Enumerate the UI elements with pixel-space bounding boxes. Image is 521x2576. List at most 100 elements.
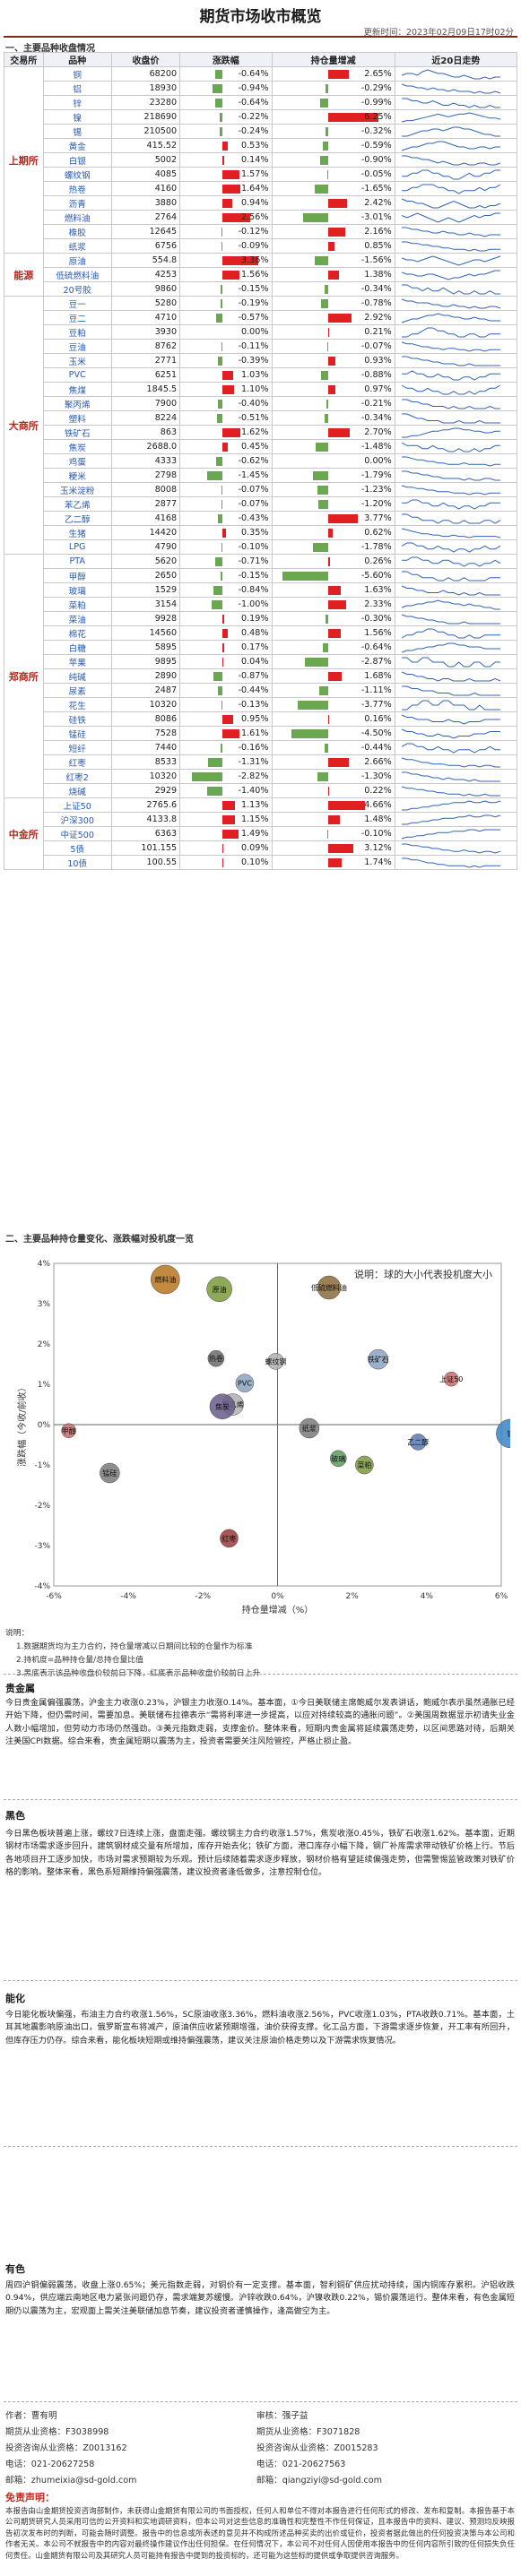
trend-cell <box>394 554 518 569</box>
sparkline <box>401 198 500 209</box>
close-price: 8008 <box>110 482 181 497</box>
sparkline <box>401 241 500 252</box>
sparkline <box>401 585 500 596</box>
sparkline-path <box>401 98 500 108</box>
author-email[interactable]: 邮箱：zhumeixia@sd-gold.com <box>5 2476 137 2486</box>
bubble <box>267 1353 284 1370</box>
close-price: 6251 <box>110 367 181 383</box>
bubble-label: 菜粕 <box>357 1460 371 1469</box>
oi-value: -0.99% <box>360 98 392 108</box>
oi-cell: -5.60% <box>271 568 395 583</box>
col-oi: 持仓量增减 <box>271 52 395 67</box>
sparkline-path <box>401 614 500 624</box>
oi-value: -0.10% <box>360 829 392 839</box>
change-bar <box>222 830 239 839</box>
oi-value: 0.16% <box>364 714 392 724</box>
change-value: -0.39% <box>238 356 269 366</box>
y-tick-label: -4% <box>34 1582 50 1591</box>
oi-value: -1.56% <box>360 255 392 265</box>
sparkline <box>401 427 500 437</box>
oi-cell: 0.16% <box>271 711 395 727</box>
change-value: -0.09% <box>238 241 269 251</box>
table-row: 豆油 8762 -0.11% -0.07% <box>4 339 518 354</box>
change-value: -0.11% <box>238 341 269 351</box>
reviewer-email[interactable]: 邮箱：qiangziyi@sd-gold.com <box>256 2476 383 2486</box>
x-tick-label: -4% <box>120 1592 136 1601</box>
sparkline-path <box>401 298 500 309</box>
product-name: 花生 <box>42 697 112 712</box>
y-axis-label: 涨跌幅（今收/前收） <box>16 1383 28 1466</box>
sparkline-path <box>401 211 500 223</box>
table-row: 苹果 9895 0.04% -2.87% <box>4 654 518 669</box>
table-row: 棉花 14560 0.48% 1.56% <box>4 625 518 641</box>
sparkline <box>401 728 500 739</box>
change-cell: -0.71% <box>179 554 273 569</box>
close-price: 68200 <box>110 66 181 82</box>
sparkline-path <box>401 241 500 252</box>
divider <box>4 2401 517 2402</box>
bubble-point: 纸浆 <box>299 1417 320 1439</box>
oi-value: -0.05% <box>360 169 392 179</box>
product-name: 豆油 <box>42 339 112 354</box>
oi-bar <box>282 572 328 581</box>
change-value: 1.10% <box>241 384 269 394</box>
product-name: 铝 <box>42 81 112 96</box>
sparkline-path <box>401 126 500 136</box>
sparkline-path <box>401 528 500 538</box>
product-name: 豆二 <box>42 310 112 325</box>
bubble-point: 红枣 <box>220 1529 239 1548</box>
sparkline-path <box>401 743 500 754</box>
change-bar <box>222 385 235 394</box>
oi-cell: -0.90% <box>271 152 395 168</box>
product-name: 铁矿石 <box>42 425 112 440</box>
table-row: 燃料油 2764 2.56% -3.01% <box>4 210 518 225</box>
close-price: 4133.8 <box>110 812 181 827</box>
change-value: 0.19% <box>241 614 269 624</box>
bubble-label: 锰硅 <box>102 1469 117 1478</box>
change-cell: 0.00% <box>179 324 273 340</box>
sparkline <box>401 685 500 695</box>
sparkline-path <box>401 786 500 797</box>
close-price: 14560 <box>110 625 181 641</box>
oi-value: -3.77% <box>360 700 392 710</box>
sparkline-path <box>401 384 501 395</box>
oi-cell: 6.25% <box>271 109 395 125</box>
oi-bar <box>313 543 328 552</box>
oi-value: -0.34% <box>360 413 392 423</box>
change-bar <box>222 529 227 538</box>
x-tick-label: 2% <box>346 1592 360 1601</box>
sparkline <box>401 599 500 609</box>
oi-bar <box>326 830 328 839</box>
change-value: -2.82% <box>238 771 269 781</box>
oi-cell: -0.32% <box>271 124 395 139</box>
change-value: -1.40% <box>238 786 269 796</box>
oi-bar <box>327 228 345 237</box>
table-row: 大商所 豆一 5280 -0.19% -0.78% <box>4 296 518 555</box>
market-table: 交易所 品种 收盘价 涨跌幅 持仓量增减 近20日走势 上期所铜 68200 -0.… <box>4 52 518 870</box>
bubble <box>444 1371 459 1387</box>
close-price: 8086 <box>110 711 181 727</box>
change-cell: -0.43% <box>179 511 273 526</box>
sparkline <box>401 442 500 452</box>
change-value: 1.64% <box>241 184 269 194</box>
sparkline <box>401 829 500 839</box>
oi-value: -1.48% <box>360 442 392 452</box>
product-name: 玉米淀粉 <box>42 482 112 497</box>
x-tick-label: -6% <box>46 1592 62 1601</box>
note-line: 2.持机度=品种持仓量/总持仓量比值 <box>16 1656 143 1665</box>
sparkline <box>401 312 500 323</box>
trend-cell <box>394 568 518 583</box>
product-name: 锌 <box>42 95 112 110</box>
oi-value: 0.21% <box>364 327 392 337</box>
sparkline-path <box>401 843 500 854</box>
oi-value: 1.63% <box>364 585 392 595</box>
oi-value: -1.65% <box>360 184 392 194</box>
oi-value: -1.20% <box>360 499 392 509</box>
oi-bar <box>317 772 328 781</box>
oi-cell: -1.23% <box>271 482 395 497</box>
sparkline <box>401 499 500 510</box>
y-tick-label: -2% <box>34 1502 50 1511</box>
sparkline-path <box>401 68 500 80</box>
change-bar <box>221 500 223 509</box>
reviewer-advisory: 投资咨询从业资格：Z0015283 <box>256 2443 378 2453</box>
